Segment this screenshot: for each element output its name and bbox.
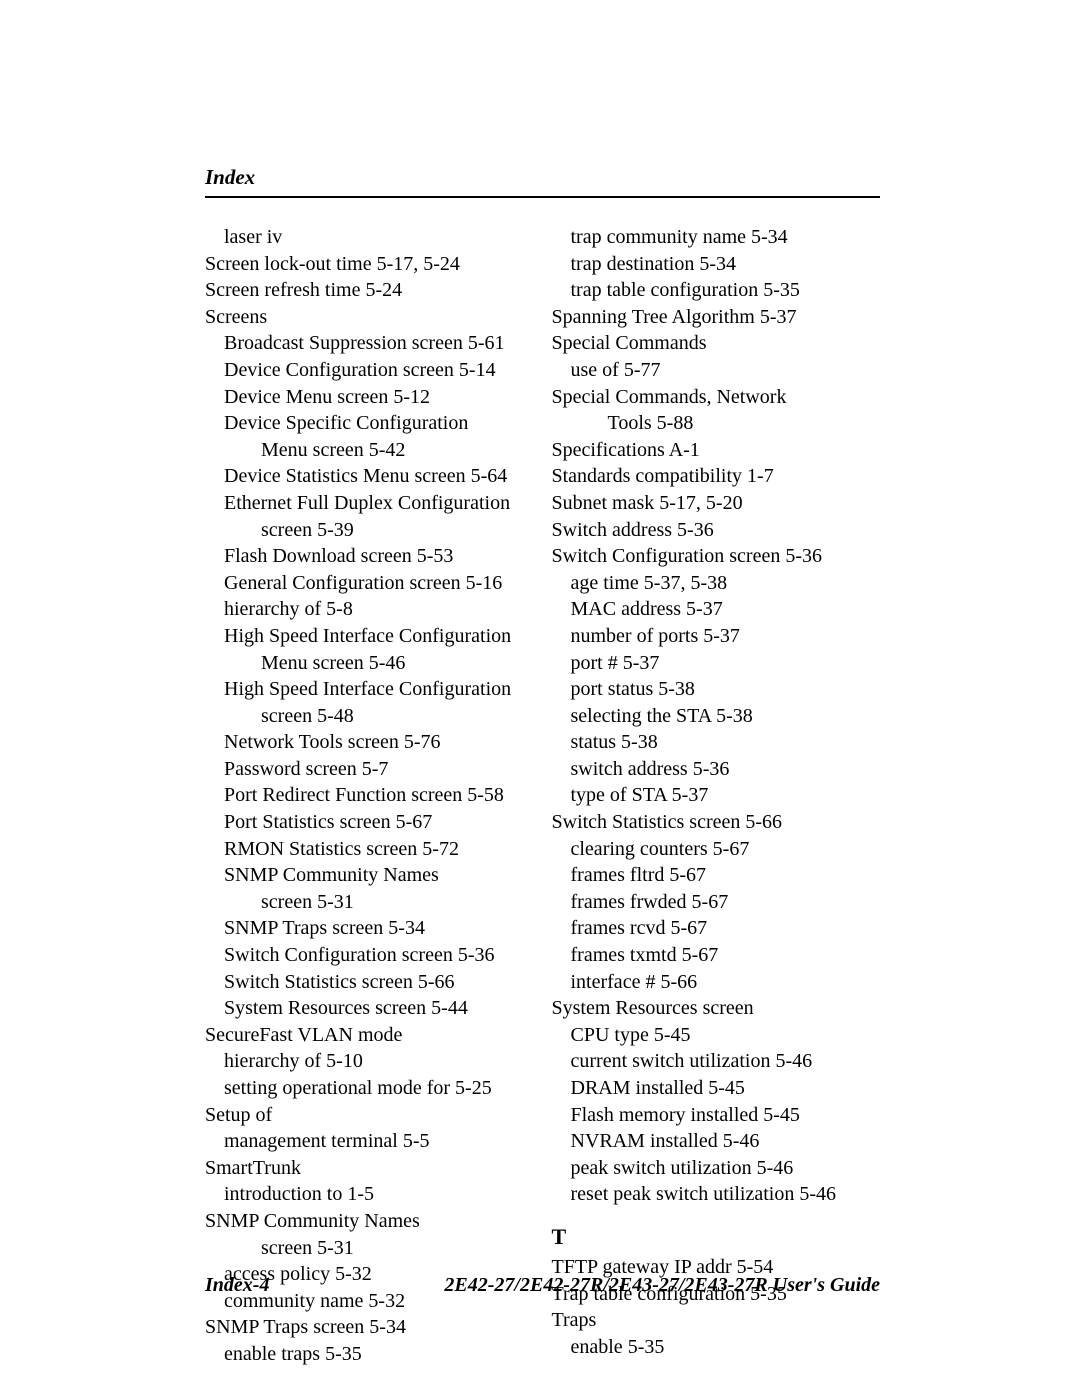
index-entry: frames frwded 5-67 <box>552 889 881 916</box>
index-entry: Specifications A-1 <box>552 437 881 464</box>
index-entry: Device Statistics Menu screen 5-64 <box>205 463 534 490</box>
index-entry: enable 5-35 <box>552 1334 881 1361</box>
index-entry: clearing counters 5-67 <box>552 836 881 863</box>
index-entry: Screen lock-out time 5-17, 5-24 <box>205 251 534 278</box>
index-entry: Ethernet Full Duplex Configuration <box>205 490 534 517</box>
index-entry: MAC address 5-37 <box>552 596 881 623</box>
index-entry: number of ports 5-37 <box>552 623 881 650</box>
index-entry: screen 5-31 <box>205 1235 534 1262</box>
index-entry: SmartTrunk <box>205 1155 534 1182</box>
right-column: trap community name 5-34trap destination… <box>552 224 881 1368</box>
index-entry: status 5-38 <box>552 729 881 756</box>
left-column: laser ivScreen lock-out time 5-17, 5-24S… <box>205 224 534 1368</box>
index-entry: port # 5-37 <box>552 650 881 677</box>
index-entry: screen 5-39 <box>205 517 534 544</box>
index-entry: Switch Statistics screen 5-66 <box>552 809 881 836</box>
index-entry: current switch utilization 5-46 <box>552 1048 881 1075</box>
index-entry: Broadcast Suppression screen 5-61 <box>205 330 534 357</box>
index-entry: High Speed Interface Configuration <box>205 623 534 650</box>
index-entry: SNMP Community Names <box>205 862 534 889</box>
index-entry: use of 5-77 <box>552 357 881 384</box>
index-entry: Menu screen 5-42 <box>205 437 534 464</box>
index-entry: laser iv <box>205 224 534 251</box>
index-entry: Switch Configuration screen 5-36 <box>552 543 881 570</box>
index-entry: hierarchy of 5-10 <box>205 1048 534 1075</box>
index-entry: peak switch utilization 5-46 <box>552 1155 881 1182</box>
index-entry: reset peak switch utilization 5-46 <box>552 1181 881 1208</box>
index-entry: Flash memory installed 5-45 <box>552 1102 881 1129</box>
index-entry: Password screen 5-7 <box>205 756 534 783</box>
index-entry: screen 5-48 <box>205 703 534 730</box>
index-entry: System Resources screen 5-44 <box>205 995 534 1022</box>
index-entry: Spanning Tree Algorithm 5-37 <box>552 304 881 331</box>
index-entry: setting operational mode for 5-25 <box>205 1075 534 1102</box>
index-entry: Tools 5-88 <box>552 410 881 437</box>
index-entry: Device Specific Configuration <box>205 410 534 437</box>
index-entry: High Speed Interface Configuration <box>205 676 534 703</box>
footer-page-number: Index-4 <box>205 1274 269 1297</box>
index-entry: frames rcvd 5-67 <box>552 915 881 942</box>
index-entry: Flash Download screen 5-53 <box>205 543 534 570</box>
index-entry: Screens <box>205 304 534 331</box>
index-entry: trap table configuration 5-35 <box>552 277 881 304</box>
index-entry: SNMP Traps screen 5-34 <box>205 1314 534 1341</box>
index-entry: Device Configuration screen 5-14 <box>205 357 534 384</box>
section-letter-t: T <box>552 1222 881 1251</box>
index-entry: Device Menu screen 5-12 <box>205 384 534 411</box>
index-entry: frames fltrd 5-67 <box>552 862 881 889</box>
index-entry: General Configuration screen 5-16 <box>205 570 534 597</box>
index-entry: frames txmtd 5-67 <box>552 942 881 969</box>
index-entry: Special Commands <box>552 330 881 357</box>
index-entry: Standards compatibility 1-7 <box>552 463 881 490</box>
index-entry: Menu screen 5-46 <box>205 650 534 677</box>
index-entry: Setup of <box>205 1102 534 1129</box>
index-entry: Special Commands, Network <box>552 384 881 411</box>
index-entry: Switch Configuration screen 5-36 <box>205 942 534 969</box>
index-entry: trap community name 5-34 <box>552 224 881 251</box>
index-entry: SNMP Community Names <box>205 1208 534 1235</box>
index-entry: Switch Statistics screen 5-66 <box>205 969 534 996</box>
index-entry: port status 5-38 <box>552 676 881 703</box>
index-entry: Network Tools screen 5-76 <box>205 729 534 756</box>
index-page: Index laser ivScreen lock-out time 5-17,… <box>0 0 1080 1397</box>
index-entry: SNMP Traps screen 5-34 <box>205 915 534 942</box>
index-entry: SecureFast VLAN mode <box>205 1022 534 1049</box>
index-entry: Traps <box>552 1307 881 1334</box>
index-entry: CPU type 5-45 <box>552 1022 881 1049</box>
index-entry: DRAM installed 5-45 <box>552 1075 881 1102</box>
index-entry: selecting the STA 5-38 <box>552 703 881 730</box>
index-entry: enable traps 5-35 <box>205 1341 534 1368</box>
page-header: Index <box>205 165 880 198</box>
index-entry: Switch address 5-36 <box>552 517 881 544</box>
index-entry: hierarchy of 5-8 <box>205 596 534 623</box>
index-entry: NVRAM installed 5-46 <box>552 1128 881 1155</box>
index-entry: Port Redirect Function screen 5-58 <box>205 782 534 809</box>
page-footer: Index-4 2E42-27/2E42-27R/2E43-27/2E43-27… <box>205 1274 880 1297</box>
index-entry: introduction to 1-5 <box>205 1181 534 1208</box>
index-entry: Port Statistics screen 5-67 <box>205 809 534 836</box>
footer-guide-title: 2E42-27/2E42-27R/2E43-27/2E43-27R User's… <box>444 1274 880 1297</box>
index-columns: laser ivScreen lock-out time 5-17, 5-24S… <box>205 224 880 1368</box>
index-entry: age time 5-37, 5-38 <box>552 570 881 597</box>
index-entry: management terminal 5-5 <box>205 1128 534 1155</box>
index-entry: Screen refresh time 5-24 <box>205 277 534 304</box>
index-entry: System Resources screen <box>552 995 881 1022</box>
index-entry: interface # 5-66 <box>552 969 881 996</box>
index-entry: type of STA 5-37 <box>552 782 881 809</box>
index-entry: screen 5-31 <box>205 889 534 916</box>
index-entry: Subnet mask 5-17, 5-20 <box>552 490 881 517</box>
index-entry: RMON Statistics screen 5-72 <box>205 836 534 863</box>
index-entry: switch address 5-36 <box>552 756 881 783</box>
index-entry: trap destination 5-34 <box>552 251 881 278</box>
